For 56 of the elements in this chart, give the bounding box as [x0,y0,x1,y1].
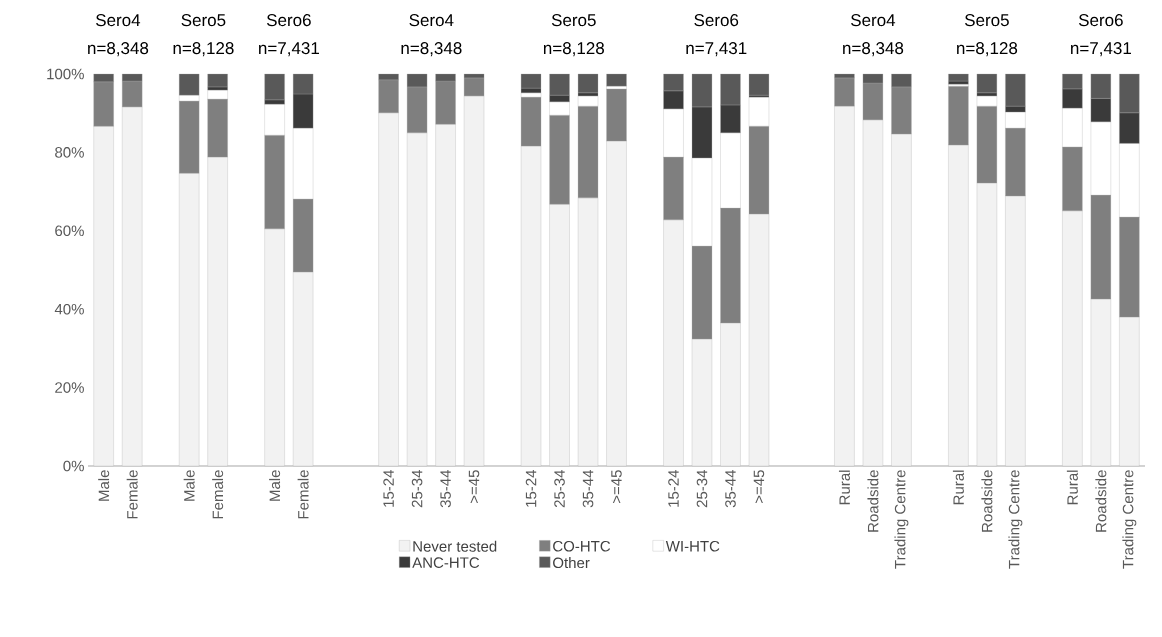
y-tick-label: 60% [55,225,84,237]
x-tick-label: Trading Centre [1122,470,1137,569]
text: n=7,431 [259,42,319,57]
text: n=8,128 [543,42,604,57]
x-tick-label: Rural [1066,470,1078,505]
text: Sero4 [409,14,454,27]
x-tick-label: Rural [838,470,850,505]
y-tick-label: 0% [63,460,84,472]
x-tick-label: 15-24 [668,469,679,507]
text: n=7,431 [1071,42,1131,57]
x-tick-label: Male [269,470,281,501]
legend-label: ANC-HTC [412,557,480,568]
y-tick-label: 80% [55,147,84,158]
x-tick-label: Roadside [981,470,993,532]
text: n=8,348 [401,42,462,57]
text: Sero4 [96,14,141,27]
x-tick-label: Rural [952,470,964,505]
text: Sero5 [964,14,1009,27]
text: n=8,128 [173,42,234,57]
x-tick-label: 15-24 [383,469,394,507]
x-tick-label: >=45 [468,470,480,503]
x-tick-label: Male [98,470,110,501]
text: n=8,348 [88,42,149,57]
text: Sero6 [266,14,311,27]
y-tick-label: 20% [55,382,84,393]
text: Sero6 [1078,14,1123,27]
x-tick-label: Trading Centre [894,470,909,569]
x-tick-label: Roadside [867,470,879,532]
x-tick-label: Roadside [1095,470,1107,532]
text: n=8,128 [957,42,1018,57]
x-tick-label: Trading Centre [1008,470,1023,569]
x-tick-label: 35-44 [440,469,451,508]
x-tick-label: Male [183,470,195,501]
x-tick-label: >=45 [611,470,622,503]
text: Sero4 [851,14,896,27]
text: n=7,431 [686,42,747,57]
x-tick-label: 35-44 [725,469,736,508]
x-tick-label: >=45 [753,470,765,503]
text: n=8,348 [843,42,904,57]
x-tick-label: 35-44 [582,469,594,508]
x-tick-label: 25-34 [554,469,565,508]
legend-label: WI-HTC [665,540,720,552]
legend-label: Never tested [413,540,497,552]
x-tick-label: Female [126,470,138,519]
text: Sero6 [694,14,739,27]
text: Sero5 [551,14,596,27]
x-tick-label: 25-34 [411,469,423,508]
legend-label: CO-HTC [553,540,611,552]
x-tick-label: 25-34 [696,469,708,508]
text: Sero5 [181,14,226,27]
x-tick-label: 15-24 [525,469,537,507]
legend-label: Other [553,557,590,569]
x-tick-label: Female [212,470,224,519]
y-tick-label: 40% [54,303,84,315]
x-tick-label: Female [297,470,309,519]
y-tick-label: 100% [47,68,84,80]
